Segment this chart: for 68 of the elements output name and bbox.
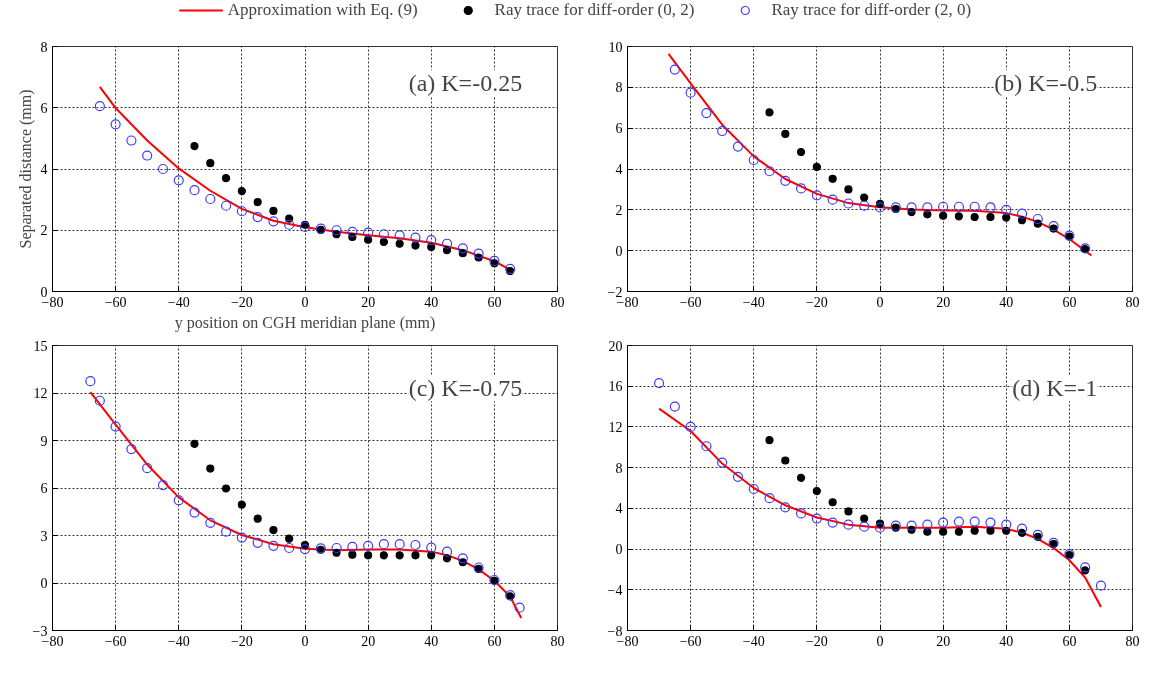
y-axis-title: Separated distance (mm) — [16, 89, 35, 249]
x-tick-label: 20 — [361, 294, 376, 310]
annotation: (d) K=-1 — [1012, 375, 1098, 402]
x-tick-label: 60 — [487, 633, 502, 649]
y-tick-label: 0 — [40, 576, 48, 591]
y-tick-label: −4 — [607, 582, 623, 598]
x-tick-label: 80 — [1125, 294, 1140, 310]
y-tick-label: 2 — [615, 202, 623, 218]
y-tick-label: 8 — [615, 80, 623, 96]
x-tick-label: 20 — [361, 633, 376, 649]
y-tick-label: 15 — [33, 338, 48, 354]
y-tick-label: 4 — [615, 501, 623, 517]
x-tick-label: 20 — [936, 633, 951, 649]
x-tick-label: 60 — [1062, 294, 1077, 310]
annotation: (a) K=-0.25 — [408, 70, 523, 97]
legend-label: Ray trace for diff-order (2, 0) — [771, 0, 972, 20]
x-tick-label: −40 — [167, 294, 190, 310]
y-tick-label: 9 — [40, 433, 48, 449]
y-tick-label: 12 — [608, 419, 623, 435]
x-tick-label: −60 — [104, 633, 127, 649]
y-tick-label: −3 — [32, 623, 48, 639]
x-tick-label: 80 — [550, 633, 565, 649]
y-tick-label: 6 — [615, 121, 623, 137]
x-tick-label: 20 — [936, 294, 951, 310]
y-tick-label: 0 — [615, 243, 623, 259]
y-tick-label: −2 — [607, 284, 623, 300]
x-tick-label: 60 — [1062, 633, 1077, 649]
x-tick-label: −60 — [104, 294, 127, 310]
y-tick-label: 2 — [40, 223, 48, 239]
y-tick-label: 16 — [608, 379, 623, 395]
y-tick-label: 6 — [40, 481, 48, 496]
x-tick-label: 0 — [301, 633, 309, 649]
y-tick-label: 8 — [615, 460, 623, 476]
y-tick-label: 12 — [33, 386, 48, 401]
x-tick-label: −60 — [679, 633, 702, 649]
y-tick-label: 4 — [615, 162, 623, 177]
x-tick-label: −20 — [805, 633, 828, 649]
x-tick-label: 40 — [424, 294, 439, 310]
x-tick-label: 40 — [424, 633, 439, 649]
y-tick-label: 6 — [40, 100, 48, 116]
x-tick-label: −20 — [230, 294, 253, 310]
y-tick-label: −8 — [607, 623, 623, 639]
x-tick-label: −20 — [805, 294, 828, 310]
x-tick-label: 60 — [487, 294, 502, 310]
x-tick-label: −60 — [679, 294, 702, 310]
y-tick-label: 10 — [608, 39, 623, 55]
x-tick-label: 0 — [301, 294, 309, 310]
x-tick-label: 0 — [876, 294, 884, 310]
annotation: (c) K=-0.75 — [408, 375, 523, 402]
y-tick-label: 0 — [40, 284, 48, 300]
x-tick-label: 80 — [1125, 633, 1140, 649]
y-tick-label: 0 — [615, 542, 623, 558]
y-tick-label: 8 — [40, 39, 48, 55]
y-tick-label: 3 — [40, 528, 48, 544]
legend-label: Ray trace for diff-order (0, 2) — [494, 0, 695, 20]
x-tick-label: 0 — [876, 633, 884, 649]
x-tick-label: −40 — [742, 633, 765, 649]
x-tick-label: 40 — [999, 633, 1014, 649]
x-tick-label: 40 — [999, 294, 1014, 310]
x-axis-title: y position on CGH meridian plane (mm) — [174, 313, 436, 332]
y-tick-label: 20 — [608, 338, 623, 354]
y-tick-label: 4 — [40, 162, 48, 177]
x-tick-label: −40 — [742, 294, 765, 310]
annotation: (b) K=-0.5 — [994, 70, 1098, 97]
x-tick-label: 80 — [550, 294, 565, 310]
x-tick-label: −40 — [167, 633, 190, 649]
x-tick-label: −20 — [230, 633, 253, 649]
legend-label: Approximation with Eq. (9) — [227, 0, 418, 20]
